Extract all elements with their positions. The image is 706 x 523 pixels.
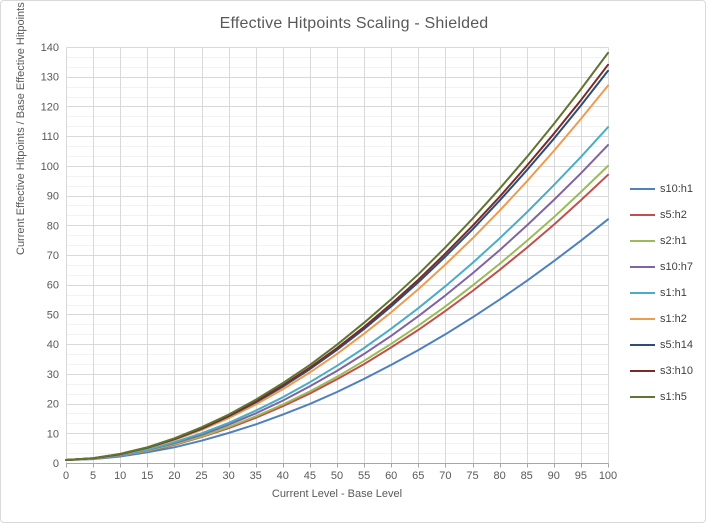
- x-gridlines: [66, 47, 609, 464]
- x-tick-labels: 0 5 10 15 20 25 30 35 40 45 50 55 60 65 70 75 80 85 90 95 10…: [63, 470, 617, 482]
- y-tick-labels: 0 10 20 30 40 50 60 70 80 90 100 110 120 130 140: [41, 42, 59, 470]
- x-tick-label: 65: [412, 470, 424, 482]
- y-tick-label: 30: [47, 369, 59, 381]
- x-tick-label: 100: [599, 470, 617, 482]
- legend-item-s1-h2: s1:h2: [630, 306, 693, 332]
- x-tick-label: 50: [331, 470, 343, 482]
- legend-swatch: [630, 292, 655, 294]
- legend-swatch: [630, 188, 655, 190]
- legend-label: s1:h2: [660, 313, 687, 325]
- legend-item-s5-h2: s5:h2: [630, 202, 693, 228]
- chart-title: Effective Hitpoints Scaling - Shielded: [219, 15, 489, 32]
- x-tick-label: 95: [575, 470, 587, 482]
- legend-label: s10:h1: [660, 183, 694, 195]
- legend-item-s1-h1: s1:h1: [630, 280, 693, 306]
- series-line-s1-h5: [65, 51, 609, 461]
- legend-item-s10-h7: s10:h7: [630, 254, 693, 280]
- legend-label: s5:h2: [660, 209, 687, 221]
- y-tick-label: 80: [47, 220, 59, 232]
- x-tick-label: 75: [466, 470, 478, 482]
- series-line-s10-h1: [65, 218, 609, 461]
- y-tick-label: 140: [41, 42, 59, 54]
- legend-label: s1:h1: [660, 287, 687, 299]
- legend-item-s5-h14: s5:h14: [630, 332, 693, 358]
- x-tick-label: 0: [63, 470, 69, 482]
- y-tick-label: 50: [47, 309, 59, 321]
- x-tick-label: 90: [548, 470, 560, 482]
- x-tick-label: 85: [521, 470, 533, 482]
- legend-label: s10:h7: [660, 261, 694, 273]
- x-tick-label: 10: [114, 470, 126, 482]
- x-tick-label: 25: [195, 470, 207, 482]
- y-tick-label: 120: [41, 101, 59, 113]
- x-tick-label: 70: [439, 470, 451, 482]
- x-axis-ticks: [66, 463, 609, 468]
- y-tick-label: 100: [41, 161, 59, 173]
- x-tick-label: 35: [250, 470, 262, 482]
- legend-label: s2:h1: [660, 235, 687, 247]
- x-tick-label: 20: [168, 470, 180, 482]
- x-tick-label: 55: [358, 470, 370, 482]
- y-tick-label: 20: [47, 399, 59, 411]
- y-tick-label: 60: [47, 280, 59, 292]
- legend-label: s1:h5: [660, 391, 687, 403]
- legend-item-s1-h5: s1:h5: [630, 384, 693, 410]
- x-tick-label: 30: [222, 470, 234, 482]
- y-tick-label: 110: [41, 131, 59, 143]
- legend-swatch: [630, 370, 655, 372]
- legend-item-s3-h10: s3:h10: [630, 358, 693, 384]
- legend-swatch: [630, 214, 655, 216]
- legend-label: s5:h14: [660, 339, 694, 351]
- legend-swatch: [630, 396, 655, 398]
- legend-item-s10-h1: s10:h1: [630, 176, 693, 202]
- legend: s10:h1 s5:h2 s2:h1 s10:h7 s1:h1 s1:h2 s5:h14 s3…: [630, 176, 693, 410]
- y-tick-label: 130: [41, 72, 59, 84]
- x-tick-label: 80: [493, 470, 505, 482]
- x-tick-label: 45: [304, 470, 316, 482]
- legend-swatch: [630, 266, 655, 268]
- legend-swatch: [630, 318, 655, 320]
- y-tick-label: 10: [47, 428, 59, 440]
- legend-item-s2-h1: s2:h1: [630, 228, 693, 254]
- y-tick-label: 90: [47, 191, 59, 203]
- series-line-s1-h1: [65, 126, 609, 461]
- y-tick-label: 70: [47, 250, 59, 262]
- x-tick-label: 15: [141, 470, 153, 482]
- x-axis-title: Current Level - Base Level: [271, 488, 403, 500]
- y-tick-label: 0: [53, 458, 59, 470]
- legend-label: s3:h10: [660, 365, 694, 377]
- legend-swatch: [630, 344, 655, 346]
- x-tick-label: 40: [277, 470, 289, 482]
- legend-swatch: [630, 240, 655, 242]
- y-tick-label: 40: [47, 339, 59, 351]
- x-tick-label: 60: [385, 470, 397, 482]
- x-tick-label: 5: [90, 470, 96, 482]
